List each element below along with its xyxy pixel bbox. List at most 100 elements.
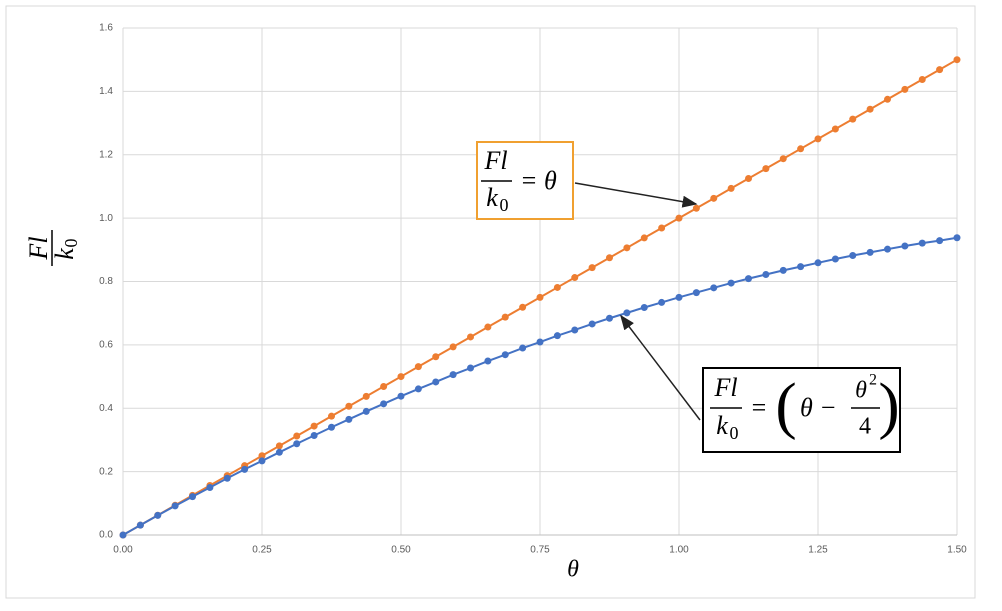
data-point — [866, 105, 874, 113]
data-point — [779, 155, 787, 163]
data-point — [918, 75, 926, 83]
data-point — [484, 357, 492, 365]
data-point — [692, 289, 700, 297]
data-point — [501, 351, 509, 359]
x-tick-label: 1.25 — [808, 545, 828, 556]
data-point — [136, 521, 144, 529]
data-point — [901, 85, 909, 93]
data-point — [362, 392, 370, 400]
data-point — [380, 382, 388, 390]
annotation-denominator: k — [716, 411, 728, 440]
data-point — [484, 323, 492, 331]
x-tick-label: 0.75 — [530, 545, 550, 556]
data-point — [414, 385, 422, 393]
data-point — [171, 502, 179, 510]
data-point — [658, 224, 666, 232]
data-point — [866, 248, 874, 256]
data-point — [154, 511, 162, 519]
annotation-equals: = — [752, 393, 767, 422]
annotation-term: θ − — [800, 393, 837, 422]
data-point — [918, 239, 926, 247]
y-tick-label: 0.2 — [99, 466, 113, 477]
data-point — [328, 412, 335, 420]
data-point — [536, 293, 544, 301]
x-tick-label: 0.00 — [113, 545, 133, 556]
data-point — [884, 95, 891, 103]
y-tick-label: 0.4 — [99, 403, 113, 414]
data-point — [675, 214, 683, 222]
data-point — [553, 332, 561, 340]
data-point — [519, 303, 527, 311]
data-point — [727, 279, 735, 287]
data-point — [241, 465, 249, 473]
data-point — [258, 452, 266, 460]
annotation-arrow — [574, 182, 698, 208]
data-point — [640, 303, 648, 311]
data-point — [328, 423, 335, 431]
data-point — [797, 145, 805, 153]
annotation-subscript: 0 — [500, 195, 509, 215]
data-point — [449, 371, 457, 379]
data-point — [953, 56, 961, 64]
data-point — [536, 338, 544, 346]
data-point — [588, 264, 596, 272]
data-point — [606, 254, 613, 262]
data-point — [432, 378, 440, 386]
data-point — [467, 364, 474, 372]
x-tick-label: 0.25 — [252, 545, 272, 556]
data-point — [658, 298, 666, 306]
y-tick-label: 1.4 — [99, 86, 113, 97]
data-point — [849, 252, 857, 260]
data-point — [606, 314, 613, 322]
data-point — [588, 320, 596, 328]
data-point — [397, 392, 405, 400]
data-point — [953, 234, 961, 242]
x-axis-label: θ — [567, 557, 579, 583]
data-point — [640, 234, 648, 242]
data-point — [449, 343, 457, 351]
x-tick-label: 1.00 — [669, 545, 689, 556]
data-point — [675, 293, 683, 301]
chart-frame — [5, 5, 976, 599]
data-point — [501, 313, 509, 321]
data-point — [831, 125, 839, 133]
data-point — [275, 442, 283, 450]
annotation-close-paren: ) — [878, 370, 899, 441]
data-point — [623, 309, 631, 317]
y-tick-label: 0.6 — [99, 340, 113, 351]
data-point — [745, 175, 752, 183]
data-point — [762, 165, 770, 173]
data-point — [831, 255, 839, 263]
data-point — [710, 284, 718, 292]
annotation-denominator: k — [486, 183, 498, 212]
data-point — [189, 493, 196, 501]
data-point — [310, 432, 318, 440]
data-point — [519, 344, 527, 352]
x-tick-label: 0.50 — [391, 545, 411, 556]
data-point — [553, 283, 561, 291]
data-point — [223, 474, 231, 482]
y-label-denominator: k — [50, 248, 79, 260]
data-point — [814, 135, 822, 143]
data-point — [293, 432, 301, 440]
annotation-rhs: = θ — [520, 166, 557, 195]
data-point — [762, 271, 770, 279]
y-tick-label: 0.8 — [99, 276, 113, 287]
y-tick-label: 0.0 — [99, 530, 113, 541]
data-point — [745, 275, 752, 283]
data-point — [119, 531, 127, 539]
y-tick-label: 1.2 — [99, 149, 113, 160]
annotation-numerator: Fl — [483, 146, 507, 175]
data-point — [797, 263, 805, 271]
data-point — [884, 245, 891, 253]
data-point — [380, 400, 388, 408]
y-tick-label: 1.6 — [99, 23, 113, 34]
data-point — [362, 407, 370, 415]
data-point — [397, 373, 405, 381]
data-point — [623, 244, 631, 252]
data-point — [275, 448, 283, 456]
annotation-open-paren: ( — [775, 370, 796, 441]
data-point — [571, 326, 579, 334]
data-point — [692, 204, 700, 212]
